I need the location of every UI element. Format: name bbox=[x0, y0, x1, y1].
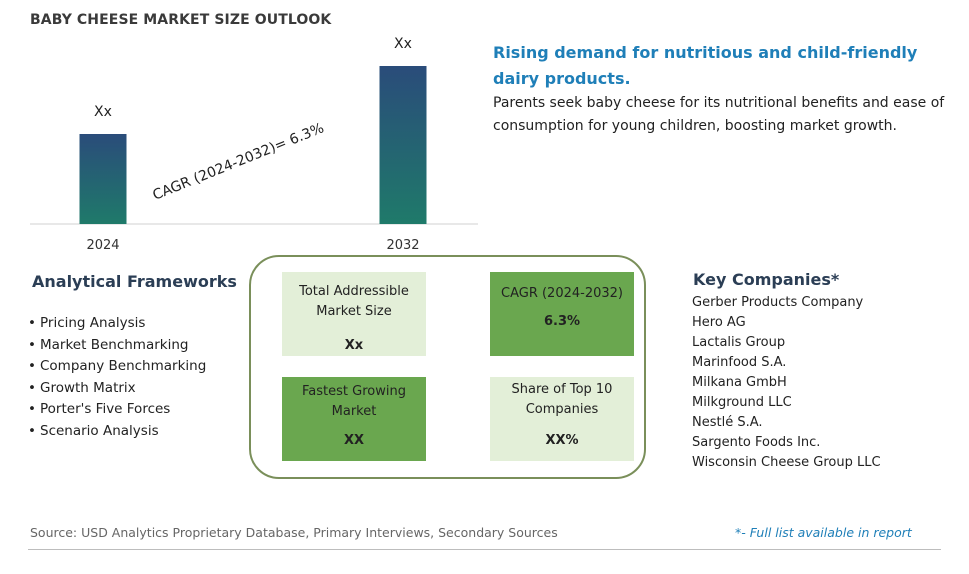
list-item: Hero AG bbox=[692, 315, 746, 330]
list-item: Company Benchmarking bbox=[28, 356, 206, 378]
metrics-frame bbox=[249, 255, 646, 479]
x-tick-label-2024: 2024 bbox=[86, 238, 119, 253]
list-item: Pricing Analysis bbox=[28, 313, 206, 335]
list-item: Gerber Products Company bbox=[692, 295, 864, 310]
key-companies-list: Gerber Products Company Hero AG Lactalis… bbox=[692, 293, 881, 473]
bar-2032 bbox=[379, 66, 427, 224]
data-label-2024: Xx bbox=[94, 104, 112, 120]
source-note: Source: USD Analytics Proprietary Databa… bbox=[30, 525, 558, 540]
metric-label: Share of Top 10 Companies bbox=[511, 382, 613, 417]
metric-card-fastest-growing: Fastest Growing Market XX bbox=[282, 377, 426, 461]
metric-label: Total Addressible Market Size bbox=[299, 284, 409, 319]
bar-chart: Xx 2024 Xx 2032 CAGR (2024-2032)= 6.3% bbox=[30, 36, 478, 253]
x-tick-label-2032: 2032 bbox=[386, 238, 419, 253]
list-item: Marinfood S.A. bbox=[692, 355, 787, 370]
list-item: Nestlé S.A. bbox=[692, 415, 763, 430]
headline: Rising demand for nutritious and child-f… bbox=[493, 43, 918, 88]
data-label-2032: Xx bbox=[394, 36, 412, 52]
key-companies-title: Key Companies* bbox=[693, 270, 840, 289]
description: Parents seek baby cheese for its nutriti… bbox=[493, 95, 945, 134]
metric-card-tam: Total Addressible Market Size Xx bbox=[282, 272, 426, 356]
metric-card-top10-share: Share of Top 10 Companies XX% bbox=[490, 377, 634, 461]
analytical-frameworks-list: Pricing Analysis Market Benchmarking Com… bbox=[28, 313, 206, 443]
list-item: Milkground LLC bbox=[692, 395, 792, 410]
metric-card-cagr: CAGR (2024-2032) 6.3% bbox=[490, 272, 634, 356]
metric-value: 6.3% bbox=[543, 314, 581, 329]
bar-2024 bbox=[79, 134, 127, 224]
metric-label: CAGR (2024-2032) bbox=[501, 286, 623, 301]
metric-value: XX bbox=[343, 433, 365, 448]
metric-value: Xx bbox=[344, 338, 364, 353]
list-item: Milkana GmbH bbox=[692, 375, 787, 390]
metric-value: XX% bbox=[545, 433, 579, 448]
list-item: Wisconsin Cheese Group LLC bbox=[692, 455, 881, 470]
list-item: Porter's Five Forces bbox=[28, 399, 206, 421]
footnote: *- Full list available in report bbox=[735, 525, 912, 540]
list-item: Lactalis Group bbox=[692, 335, 786, 350]
divider bbox=[28, 549, 941, 550]
metric-label: Fastest Growing Market bbox=[302, 384, 406, 419]
analytical-frameworks-title: Analytical Frameworks bbox=[32, 272, 237, 291]
list-item: Market Benchmarking bbox=[28, 335, 206, 357]
cagr-annotation: CAGR (2024-2032)= 6.3% bbox=[151, 120, 327, 203]
page-title: BABY CHEESE MARKET SIZE OUTLOOK bbox=[30, 12, 332, 28]
list-item: Growth Matrix bbox=[28, 378, 206, 400]
list-item: Scenario Analysis bbox=[28, 421, 206, 443]
list-item: Sargento Foods Inc. bbox=[692, 435, 821, 450]
